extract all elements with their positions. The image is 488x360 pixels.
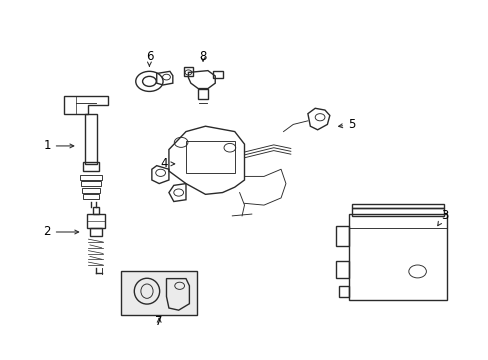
Bar: [87, 214, 104, 228]
Bar: [121, 271, 197, 315]
Text: 1: 1: [43, 139, 74, 152]
Text: 7: 7: [155, 315, 163, 328]
Bar: [348, 214, 446, 300]
Text: 6: 6: [145, 50, 153, 66]
Bar: [90, 228, 102, 235]
Bar: [82, 188, 100, 193]
Text: 3: 3: [437, 210, 447, 226]
Bar: [212, 71, 222, 78]
Bar: [185, 140, 234, 173]
Bar: [93, 207, 99, 214]
Bar: [80, 175, 102, 180]
Bar: [338, 286, 348, 297]
Bar: [335, 226, 348, 246]
Bar: [81, 181, 101, 186]
Bar: [83, 194, 99, 199]
Bar: [85, 114, 97, 164]
Text: 2: 2: [43, 225, 79, 238]
Bar: [351, 208, 444, 216]
Bar: [351, 204, 444, 208]
Text: 4: 4: [160, 157, 174, 170]
Bar: [335, 261, 348, 278]
Bar: [198, 89, 207, 99]
Bar: [183, 67, 193, 76]
Text: 8: 8: [199, 50, 206, 63]
Text: 5: 5: [338, 118, 355, 131]
Bar: [83, 162, 99, 171]
